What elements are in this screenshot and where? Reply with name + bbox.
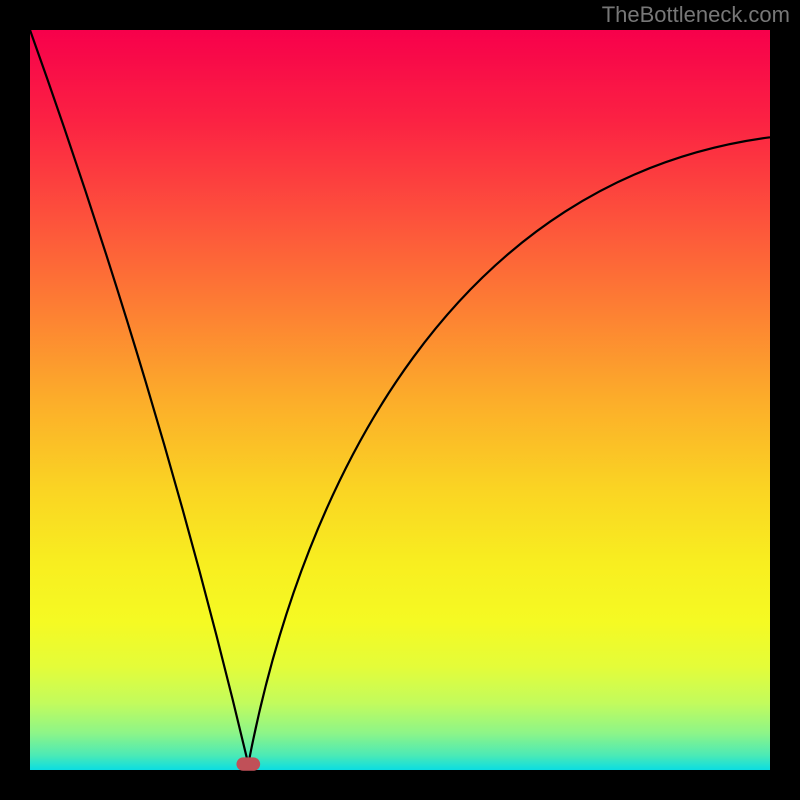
plot-background (30, 30, 770, 770)
chart-container: TheBottleneck.com (0, 0, 800, 800)
watermark-text: TheBottleneck.com (602, 2, 790, 28)
bottleneck-chart (0, 0, 800, 800)
minimum-marker (236, 757, 260, 770)
